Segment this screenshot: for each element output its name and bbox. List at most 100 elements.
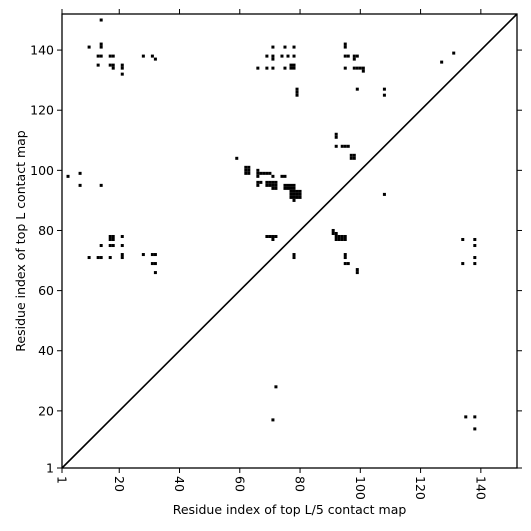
contact-point [292, 66, 296, 70]
contact-point [334, 144, 338, 148]
contact-point [99, 45, 103, 49]
contact-point [111, 66, 115, 70]
contact-point [473, 244, 477, 248]
contact-point [382, 93, 386, 97]
contact-point [96, 63, 100, 67]
y-tick-label: 40 [38, 343, 54, 358]
y-tick-label: 60 [38, 283, 54, 298]
contact-point [298, 192, 302, 196]
x-tick-label: 140 [473, 476, 488, 500]
contact-point [292, 45, 296, 49]
contact-point [111, 63, 115, 67]
contact-point [271, 183, 275, 187]
contact-markers [66, 18, 477, 431]
contact-point [295, 90, 299, 94]
contact-point [247, 168, 251, 172]
contact-point [461, 237, 465, 241]
contact-point [99, 54, 103, 58]
contact-point [352, 156, 356, 160]
contact-point [283, 45, 287, 49]
contact-point [120, 72, 124, 76]
y-axis-label: Residue index of top L contact map [13, 130, 28, 351]
contact-point [271, 45, 275, 49]
contact-point [271, 186, 275, 190]
contact-point [87, 256, 91, 260]
contact-point [346, 144, 350, 148]
contact-point [382, 192, 386, 196]
contact-point [382, 87, 386, 91]
contact-point [473, 415, 477, 419]
contact-point [343, 144, 347, 148]
contact-point [289, 183, 293, 187]
contact-point [265, 180, 269, 184]
contact-point [343, 237, 347, 241]
contact-point [340, 144, 344, 148]
contact-point [283, 186, 287, 190]
contact-point [343, 66, 347, 70]
contact-point [244, 168, 248, 172]
contact-point [271, 174, 275, 178]
contact-point [150, 262, 154, 266]
contact-point [244, 171, 248, 175]
y-tick-label: 140 [30, 43, 54, 58]
contact-point [340, 237, 344, 241]
contact-point [289, 66, 293, 70]
contact-point [262, 171, 266, 175]
contact-point [96, 256, 100, 260]
contact-point [292, 253, 296, 257]
y-tick-label: 20 [38, 403, 54, 418]
contact-point [280, 54, 284, 58]
contact-point [289, 195, 293, 199]
x-tick-label: 60 [232, 476, 247, 492]
contact-point [473, 256, 477, 260]
y-tick-label: 100 [30, 163, 54, 178]
x-axis-label: Residue index of top L/5 contact map [173, 502, 407, 517]
contact-point [295, 93, 299, 97]
y-tick-label: 1 [46, 461, 54, 476]
contact-point [331, 228, 335, 232]
contact-point [271, 57, 275, 61]
x-tick-label: 120 [413, 476, 428, 500]
contact-point [99, 183, 103, 187]
x-tick-label: 80 [293, 476, 308, 492]
contact-point [343, 234, 347, 238]
diagonal-line [61, 13, 518, 469]
plot-frame [61, 13, 518, 469]
contact-point [334, 234, 338, 238]
contact-point [268, 180, 272, 184]
contact-point [274, 186, 278, 190]
contact-point [141, 253, 145, 257]
contact-point [78, 183, 82, 187]
contact-point [108, 256, 112, 260]
contact-point [452, 51, 456, 55]
contact-point [464, 415, 468, 419]
contact-point [343, 54, 347, 58]
contact-point [292, 63, 296, 67]
contact-point [120, 234, 124, 238]
contact-point [286, 183, 290, 187]
contact-point [274, 385, 278, 389]
contact-point [265, 183, 269, 187]
contact-point [87, 45, 91, 49]
contact-point [256, 66, 260, 70]
contact-point [271, 66, 275, 70]
contact-point [111, 234, 115, 238]
contact-point [295, 189, 299, 193]
contact-point [99, 244, 103, 248]
contact-point [153, 253, 157, 257]
contact-point [355, 87, 359, 91]
y-tick-label: 80 [38, 223, 54, 238]
diagonal-line-layer [61, 13, 518, 469]
contact-point [343, 262, 347, 266]
contact-point [352, 153, 356, 157]
contact-point [108, 244, 112, 248]
contact-point [150, 54, 154, 58]
contact-point [120, 63, 124, 67]
contact-point [108, 54, 112, 58]
contact-point [108, 234, 112, 238]
contact-point [271, 234, 275, 238]
contact-point [355, 66, 359, 70]
contact-point [247, 171, 251, 175]
